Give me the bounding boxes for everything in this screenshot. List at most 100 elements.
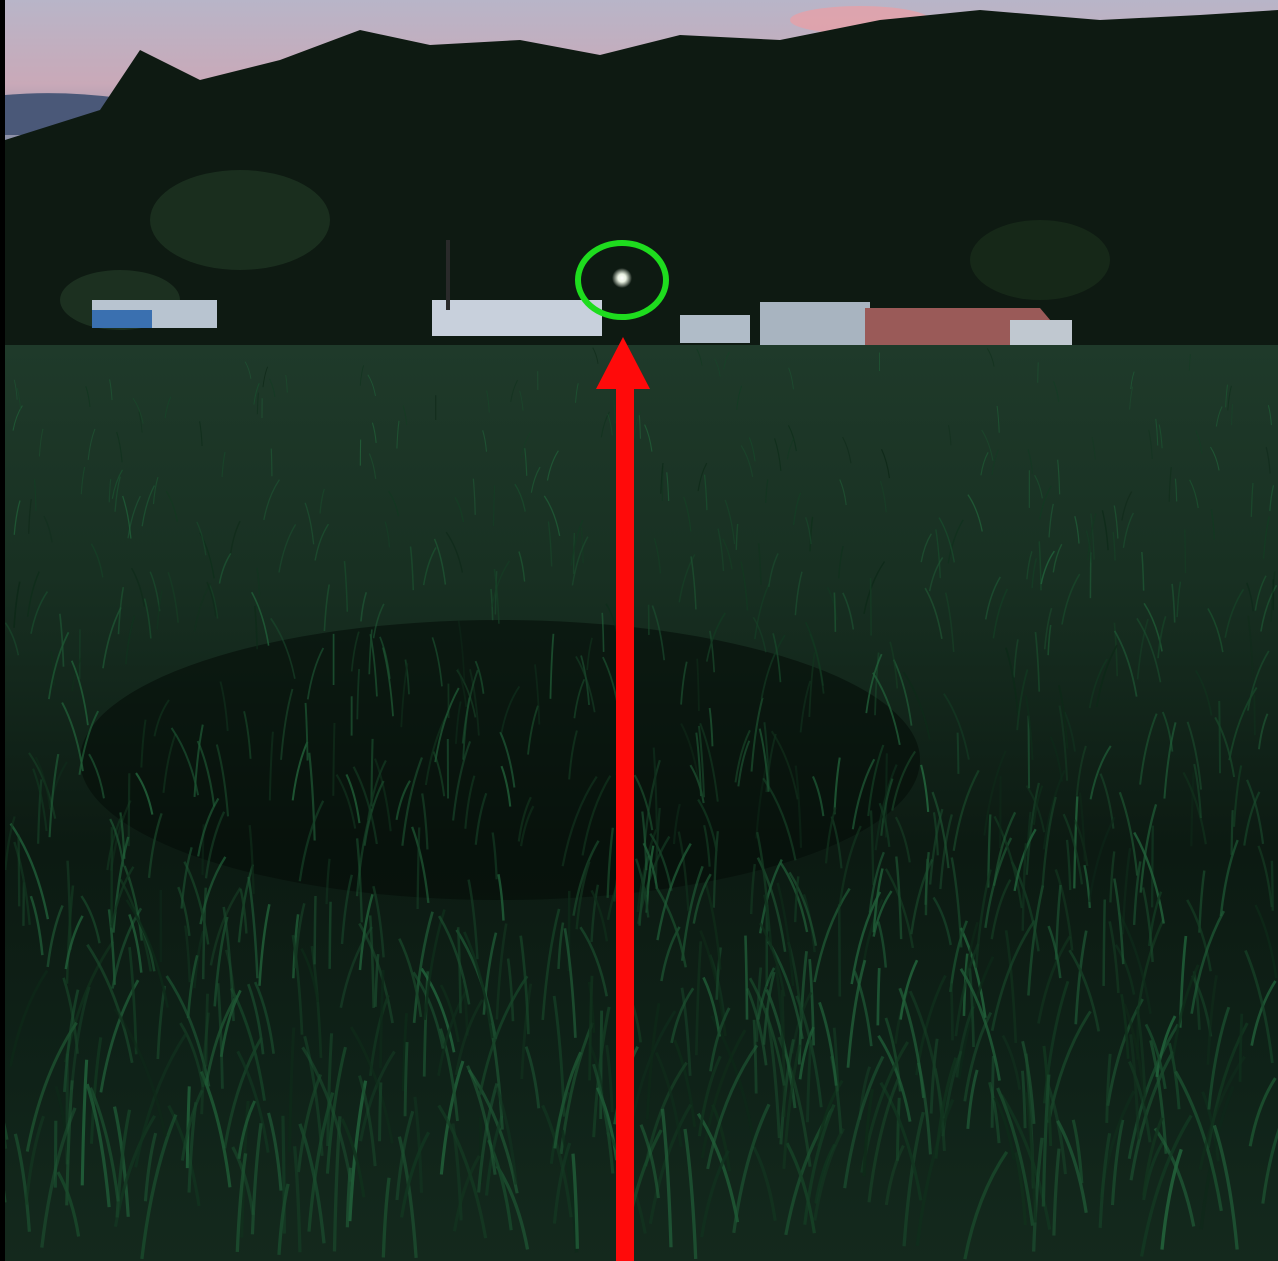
grass-blade (165, 490, 179, 522)
grass-blade (457, 668, 468, 708)
grass-blade (268, 731, 274, 801)
grass-blade (251, 591, 270, 646)
grass-blade (253, 383, 260, 405)
grass-blade (216, 983, 224, 1089)
grass-blade (102, 607, 122, 669)
grass-blade (1168, 466, 1172, 502)
grass-blade (1021, 1070, 1027, 1129)
grass-blade (588, 975, 594, 1081)
grass-blade (4, 816, 16, 871)
grass-blade (895, 856, 903, 940)
grass-blade (1215, 406, 1223, 427)
grass-blade (772, 633, 782, 683)
grass-blade (1254, 904, 1278, 979)
grass-blade (452, 740, 472, 821)
grass-blade (932, 896, 952, 946)
grass-blade (304, 702, 309, 761)
grass-blade (339, 926, 373, 1008)
grass-blade (1113, 505, 1119, 539)
grass-blade (206, 581, 217, 617)
grass-blade (130, 567, 146, 607)
grass-blade (968, 968, 975, 1048)
grass-blade (755, 967, 763, 1042)
grass-blade (1224, 588, 1245, 638)
grass-blade (799, 680, 812, 733)
grass-blade (1117, 912, 1152, 1015)
treeline (5, 10, 1278, 350)
grass-blade (983, 750, 1007, 836)
grass-blade (1230, 810, 1234, 855)
grass-blade (865, 653, 883, 714)
left-border (0, 0, 5, 1261)
grass-blade (204, 811, 226, 879)
grass-blade (127, 773, 131, 847)
grass-blade (1074, 516, 1080, 544)
grass-blade (1160, 1148, 1183, 1250)
grass-blade (751, 1145, 777, 1221)
grass-blade (109, 818, 125, 867)
grass-blade (514, 483, 526, 512)
grass-blade (952, 769, 980, 851)
grass-blade (695, 941, 703, 1056)
grass-blade (208, 584, 219, 619)
grass-blade (924, 852, 930, 905)
grass-blade (491, 832, 498, 880)
grass-blade (1129, 386, 1134, 410)
grass-blade (433, 538, 447, 585)
grass-blade (128, 947, 138, 1055)
grass-blade (1056, 1120, 1088, 1213)
grass-blade (1149, 1040, 1168, 1154)
highlight-circle (575, 240, 669, 320)
grass-blade (29, 895, 44, 956)
grass-blade (1182, 771, 1207, 845)
grass-blade (66, 860, 72, 950)
grass-blade (1257, 845, 1273, 908)
grass-blade (813, 887, 851, 983)
grass-blade (1231, 403, 1234, 426)
grass-blade (1158, 424, 1163, 449)
grass-blade (552, 1142, 572, 1224)
grass-blade (993, 1097, 1016, 1161)
grass-blade (996, 405, 1000, 433)
grass-blade (37, 779, 43, 844)
grass-blade (24, 1115, 46, 1205)
grass-blade (469, 669, 480, 736)
grass-blade (431, 637, 443, 687)
tree (150, 170, 330, 270)
grass-blade (892, 659, 913, 726)
grass-blade (1227, 385, 1232, 411)
grass-blade (988, 1081, 1001, 1144)
grass-blade (575, 383, 579, 403)
grass-blade (1246, 779, 1265, 845)
grass-blade (472, 478, 476, 515)
grass-blade (1254, 575, 1267, 611)
grass-blade (1129, 1034, 1140, 1140)
grass-blade (122, 495, 132, 539)
grass-blade (363, 780, 385, 846)
grass-blade (402, 405, 408, 426)
grass-blade (519, 935, 530, 1035)
grass-blade (592, 347, 599, 364)
grass-blade (1032, 785, 1044, 825)
grass-blade (1265, 446, 1271, 474)
grass-blade (432, 751, 446, 797)
grass-blade (758, 728, 770, 792)
grass-blade (510, 379, 519, 402)
grass-blade (683, 496, 692, 532)
grass-blade (253, 981, 275, 1054)
grass-blade (572, 840, 600, 916)
grass-blade (776, 882, 795, 987)
grass-blade (114, 476, 121, 512)
grass-blade (677, 831, 690, 911)
grass-blade (666, 472, 670, 502)
grass-blade (1041, 796, 1057, 887)
grass-blade (808, 959, 815, 1046)
grass-blade (792, 492, 802, 526)
grass-blade (806, 1039, 813, 1123)
grass-blade (13, 1133, 31, 1232)
grass-blade (1257, 713, 1269, 750)
grass-blade (457, 620, 466, 683)
tarp (92, 310, 152, 328)
grass-blade (908, 990, 945, 1119)
